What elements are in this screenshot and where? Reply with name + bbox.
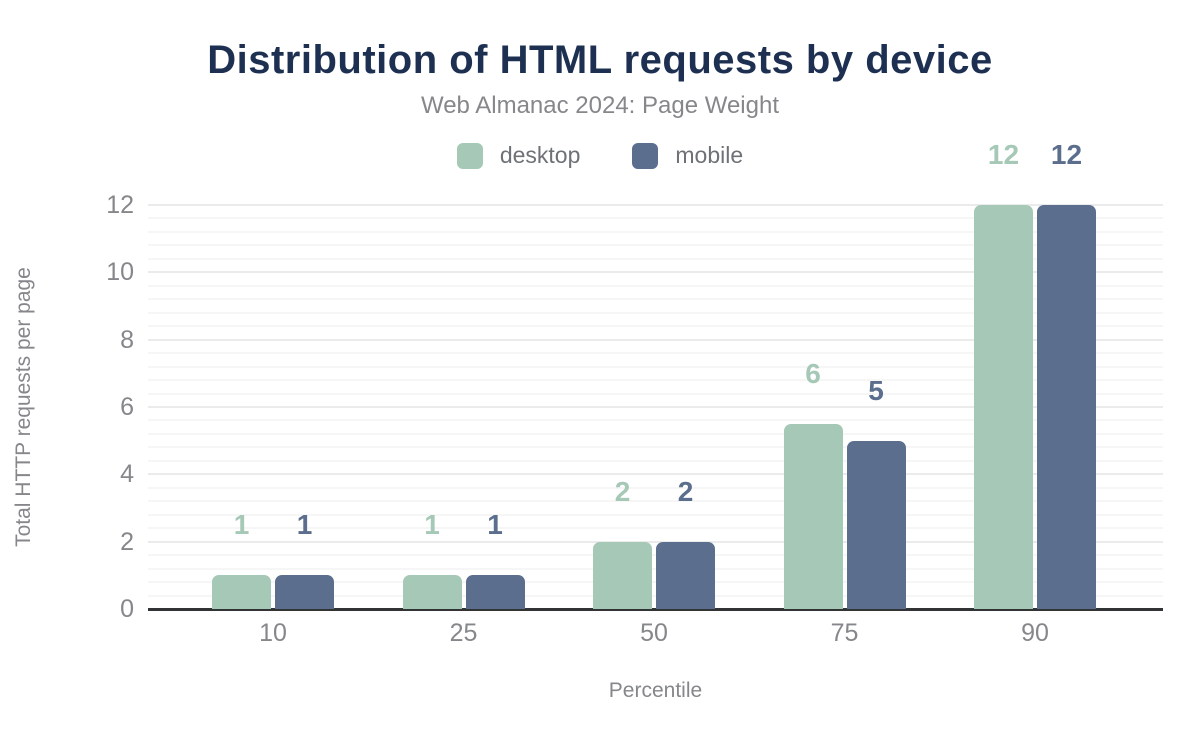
- minor-gridline: [148, 284, 1163, 287]
- minor-gridline: [148, 352, 1163, 355]
- value-label-desktop-p75: 6: [805, 357, 821, 389]
- major-gridline: [148, 271, 1163, 274]
- value-label-mobile-p75: 5: [868, 374, 884, 406]
- bar-group-p90: 12 12: [974, 141, 1096, 609]
- x-tick-label-10: 10: [259, 619, 287, 647]
- x-tick-label-50: 50: [640, 619, 668, 647]
- x-tick-label-90: 90: [1021, 619, 1049, 647]
- x-axis-line: [148, 608, 1163, 611]
- value-label-mobile-p25: 1: [487, 509, 503, 541]
- y-tick-label-8: 8: [120, 325, 134, 354]
- minor-gridline: [148, 513, 1163, 516]
- legend-label-desktop: desktop: [499, 142, 581, 168]
- minor-gridline: [148, 446, 1163, 449]
- y-tick-label-10: 10: [106, 258, 134, 287]
- value-label-desktop-p25: 1: [424, 509, 440, 541]
- legend-label-mobile: mobile: [675, 142, 744, 168]
- y-tick-label-4: 4: [120, 460, 134, 489]
- major-gridline: [148, 204, 1163, 206]
- y-tick-label-2: 2: [120, 527, 134, 556]
- major-gridline: [148, 473, 1163, 476]
- minor-gridline: [148, 486, 1163, 489]
- bar-mobile-p50: [656, 541, 715, 609]
- minor-gridline: [148, 257, 1163, 260]
- minor-gridline: [148, 217, 1163, 220]
- bar-desktop-p90: [974, 205, 1033, 609]
- bar-mobile-p10: [275, 575, 334, 609]
- y-tick-label-6: 6: [120, 393, 134, 421]
- minor-gridline: [148, 554, 1163, 557]
- y-tick-label-0: 0: [120, 595, 134, 623]
- minor-gridline: [148, 325, 1163, 328]
- plot-area: 0 2 4 6 8 10 12 1 1 10 1 1 25 2 2 50 6 5 75 12 12 90: [106, 141, 1163, 646]
- x-tick-label-75: 75: [830, 619, 859, 647]
- legend-item-desktop: desktop: [456, 142, 581, 169]
- value-label-desktop-p10: 1: [233, 509, 250, 541]
- major-gridline: [148, 406, 1163, 408]
- bar-desktop-p10: [212, 575, 271, 609]
- minor-gridline: [148, 432, 1163, 435]
- minor-gridline: [148, 581, 1163, 584]
- legend-swatch-desktop: [456, 142, 483, 169]
- value-label-mobile-p90: 12: [1050, 139, 1083, 170]
- legend-swatch-mobile: [632, 142, 659, 169]
- bar-mobile-p90: [1037, 205, 1096, 609]
- value-label-desktop-p90: 12: [987, 139, 1020, 170]
- minor-gridline: [148, 230, 1163, 233]
- chart-subtitle: Web Almanac 2024: Page Weight: [420, 92, 779, 119]
- minor-gridline: [148, 365, 1163, 368]
- minor-gridline: [148, 392, 1163, 395]
- chart-title: Distribution of HTML requests by device: [207, 38, 993, 82]
- minor-gridline: [148, 567, 1163, 570]
- value-label-mobile-p10: 1: [296, 509, 313, 541]
- minor-gridline: [148, 244, 1163, 247]
- bar-desktop-p75: [783, 423, 843, 609]
- y-axis-title: Total HTTP requests per page: [12, 267, 35, 547]
- minor-gridline: [148, 419, 1163, 422]
- y-tick-label-12: 12: [106, 191, 134, 219]
- value-label-desktop-p50: 2: [614, 475, 631, 507]
- minor-gridline: [148, 500, 1163, 503]
- bar-mobile-p75: [846, 440, 906, 609]
- value-label-mobile-p50: 2: [677, 475, 694, 507]
- minor-gridline: [148, 527, 1163, 530]
- bar-desktop-p25: [402, 575, 462, 609]
- minor-gridline: [148, 379, 1163, 382]
- minor-gridline: [148, 459, 1163, 462]
- x-axis-title: Percentile: [608, 679, 703, 702]
- major-gridline: [148, 338, 1163, 341]
- bar-mobile-p25: [465, 575, 525, 609]
- minor-gridline: [148, 311, 1163, 314]
- minor-gridline: [148, 594, 1163, 597]
- x-tick-label-25: 25: [449, 619, 478, 647]
- bar-desktop-p50: [593, 541, 652, 609]
- legend-item-mobile: mobile: [632, 142, 743, 169]
- major-gridline: [148, 540, 1163, 543]
- chart-legend: desktop mobile: [0, 142, 1200, 169]
- minor-gridline: [148, 298, 1163, 301]
